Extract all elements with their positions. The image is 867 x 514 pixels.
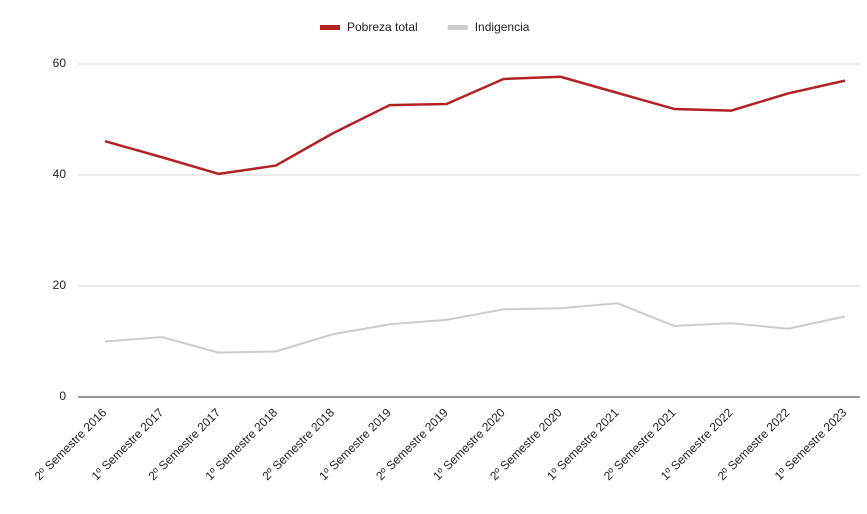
legend-label: Indigencia bbox=[475, 20, 530, 34]
legend-swatch bbox=[320, 25, 340, 30]
y-tick-label: 60 bbox=[53, 56, 67, 70]
y-tick-label: 0 bbox=[59, 389, 66, 403]
series-line bbox=[104, 302, 846, 354]
legend-label: Pobreza total bbox=[347, 20, 418, 34]
series-line bbox=[104, 75, 846, 176]
legend-swatch bbox=[447, 25, 468, 30]
y-tick-label: 40 bbox=[53, 167, 67, 181]
y-tick-label: 20 bbox=[53, 278, 67, 292]
